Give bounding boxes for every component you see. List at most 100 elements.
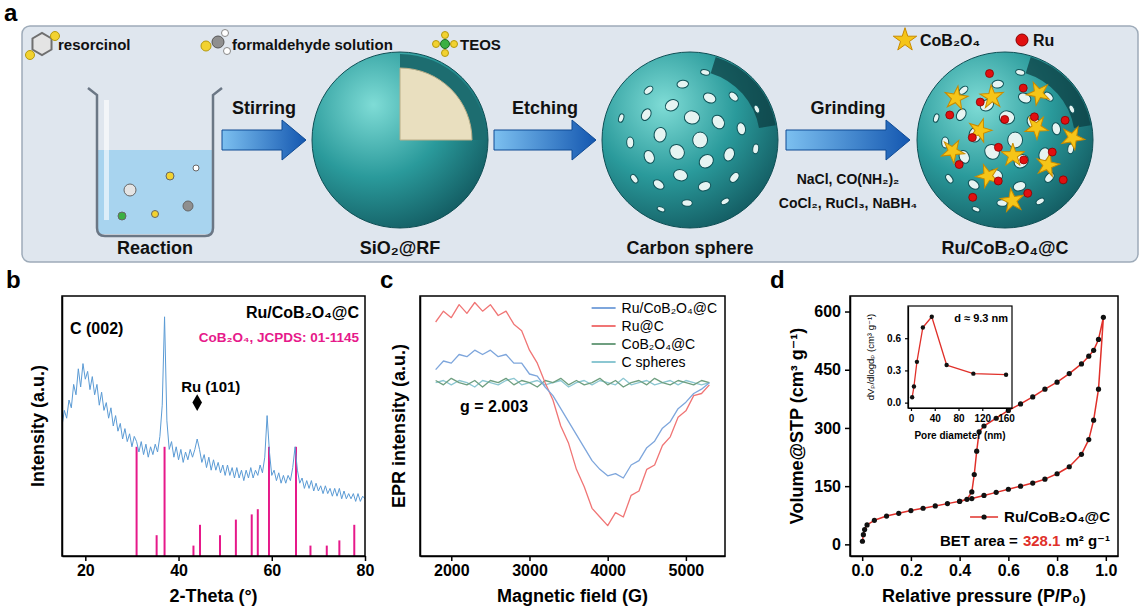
ru-particle <box>946 111 954 119</box>
data-point <box>969 496 974 501</box>
ru-particle <box>968 134 976 142</box>
beaker-liquid <box>98 150 212 234</box>
reference-line <box>219 535 221 556</box>
plot-frame <box>420 296 725 556</box>
step-label: Stirring <box>232 98 296 118</box>
annotation: d ≈ 9.3 nm <box>954 312 1008 324</box>
x-axis: 0.00.20.40.60.81.0 <box>851 556 1119 579</box>
data-point <box>957 499 962 504</box>
data-point <box>971 371 975 375</box>
data-point <box>920 506 925 511</box>
legend-label: Ru <box>1033 32 1054 49</box>
reagent-label: CoCl₂, RuCl₃, NaBH₄ <box>779 195 917 211</box>
pore <box>736 122 747 136</box>
pore <box>656 206 665 213</box>
pore <box>967 178 981 191</box>
reagent-label: NaCl, CO(NH₂)₂ <box>797 171 900 187</box>
annotation-unit: m² g⁻¹ <box>1065 532 1110 549</box>
tick-mark <box>1106 556 1108 561</box>
tick: 60 <box>263 556 281 579</box>
data-line <box>436 350 710 478</box>
tick-mark <box>272 556 274 561</box>
legend-swatch <box>592 343 616 345</box>
panel-d: 0.00.20.40.60.81.00150300450600Relative … <box>787 296 1119 606</box>
pore <box>720 197 730 206</box>
ru-particle <box>1030 113 1038 121</box>
y-axis-title: Intensity (a.u.) <box>28 365 48 487</box>
pore <box>642 149 656 165</box>
pore <box>682 200 693 207</box>
panel-letter: a <box>4 0 18 26</box>
tick: 600 <box>814 303 850 320</box>
data-point <box>1096 337 1101 342</box>
tick-label: 0.3 <box>887 365 901 376</box>
atom <box>224 48 231 55</box>
pore <box>727 90 739 102</box>
data-line <box>436 303 710 526</box>
tick-label: 1.0 <box>1095 562 1117 579</box>
tick: 160 <box>998 408 1015 424</box>
tick-label: 60 <box>263 562 281 579</box>
tick: 5000 <box>669 556 705 579</box>
reagent-label: TEOS <box>460 36 501 53</box>
y-axis <box>420 297 421 557</box>
data-point <box>864 522 869 527</box>
tick-label: 5000 <box>669 562 705 579</box>
composite-sphere <box>917 52 1093 228</box>
stage-label: Ru/CoB₂O₄@C <box>941 238 1068 258</box>
beaker-shine <box>104 100 109 220</box>
data-point <box>945 501 950 506</box>
pore <box>663 97 680 113</box>
plot-data <box>62 317 365 556</box>
cob2o4-particle <box>978 82 1007 112</box>
pore <box>992 80 1004 89</box>
tick-mark <box>862 556 864 561</box>
data-point <box>1004 373 1008 377</box>
process-arrow <box>786 120 910 160</box>
data-point <box>964 497 969 502</box>
axis-line <box>421 556 726 558</box>
axis-line <box>909 408 1013 409</box>
inset: 040801201600.00.30.6Pore diameter (nm)dV… <box>865 306 1015 441</box>
cob2o4-particle <box>997 185 1029 217</box>
plot-data <box>436 303 710 526</box>
tick-label: 0.8 <box>1046 562 1068 579</box>
tick-mark <box>529 556 531 561</box>
tick-mark <box>85 556 87 561</box>
legend-swatch <box>592 325 616 327</box>
tick: 0 <box>832 536 850 553</box>
plot-data <box>910 315 1008 400</box>
tick: 450 <box>814 361 850 378</box>
ru-particle <box>994 177 1002 185</box>
beaker <box>88 88 222 236</box>
pore <box>753 104 761 114</box>
tick-mark <box>959 556 961 561</box>
data-point <box>972 472 977 477</box>
reference-line <box>326 546 328 556</box>
panel-background <box>22 26 1138 262</box>
data-point <box>860 539 865 544</box>
panel-c: 2000300040005000Magnetic field (G)EPR in… <box>389 296 726 606</box>
pore <box>696 152 716 171</box>
tick-mark <box>451 556 453 561</box>
reference-line <box>309 546 311 556</box>
ru-particle <box>1019 84 1027 92</box>
pore <box>667 141 688 162</box>
figure: abcdresorcinolformaldehyde solutionTEOSS… <box>0 0 1142 615</box>
data-point <box>1030 480 1035 485</box>
tick-mark <box>178 556 180 561</box>
pore <box>697 180 712 192</box>
atom <box>212 36 224 48</box>
legend-label: CoB₂O₄, JCPDS: 01-1145 <box>199 330 360 345</box>
molecule <box>193 165 199 171</box>
legend-symbol <box>1016 34 1028 46</box>
tick: 120 <box>974 408 991 424</box>
data-point <box>1096 387 1101 392</box>
tick-label: 300 <box>814 420 841 437</box>
tick-mark <box>911 556 913 561</box>
reference-line <box>235 520 237 556</box>
tick: 3000 <box>512 556 548 579</box>
data-point <box>1042 387 1047 392</box>
data-point <box>896 511 901 516</box>
data-point <box>981 423 986 428</box>
